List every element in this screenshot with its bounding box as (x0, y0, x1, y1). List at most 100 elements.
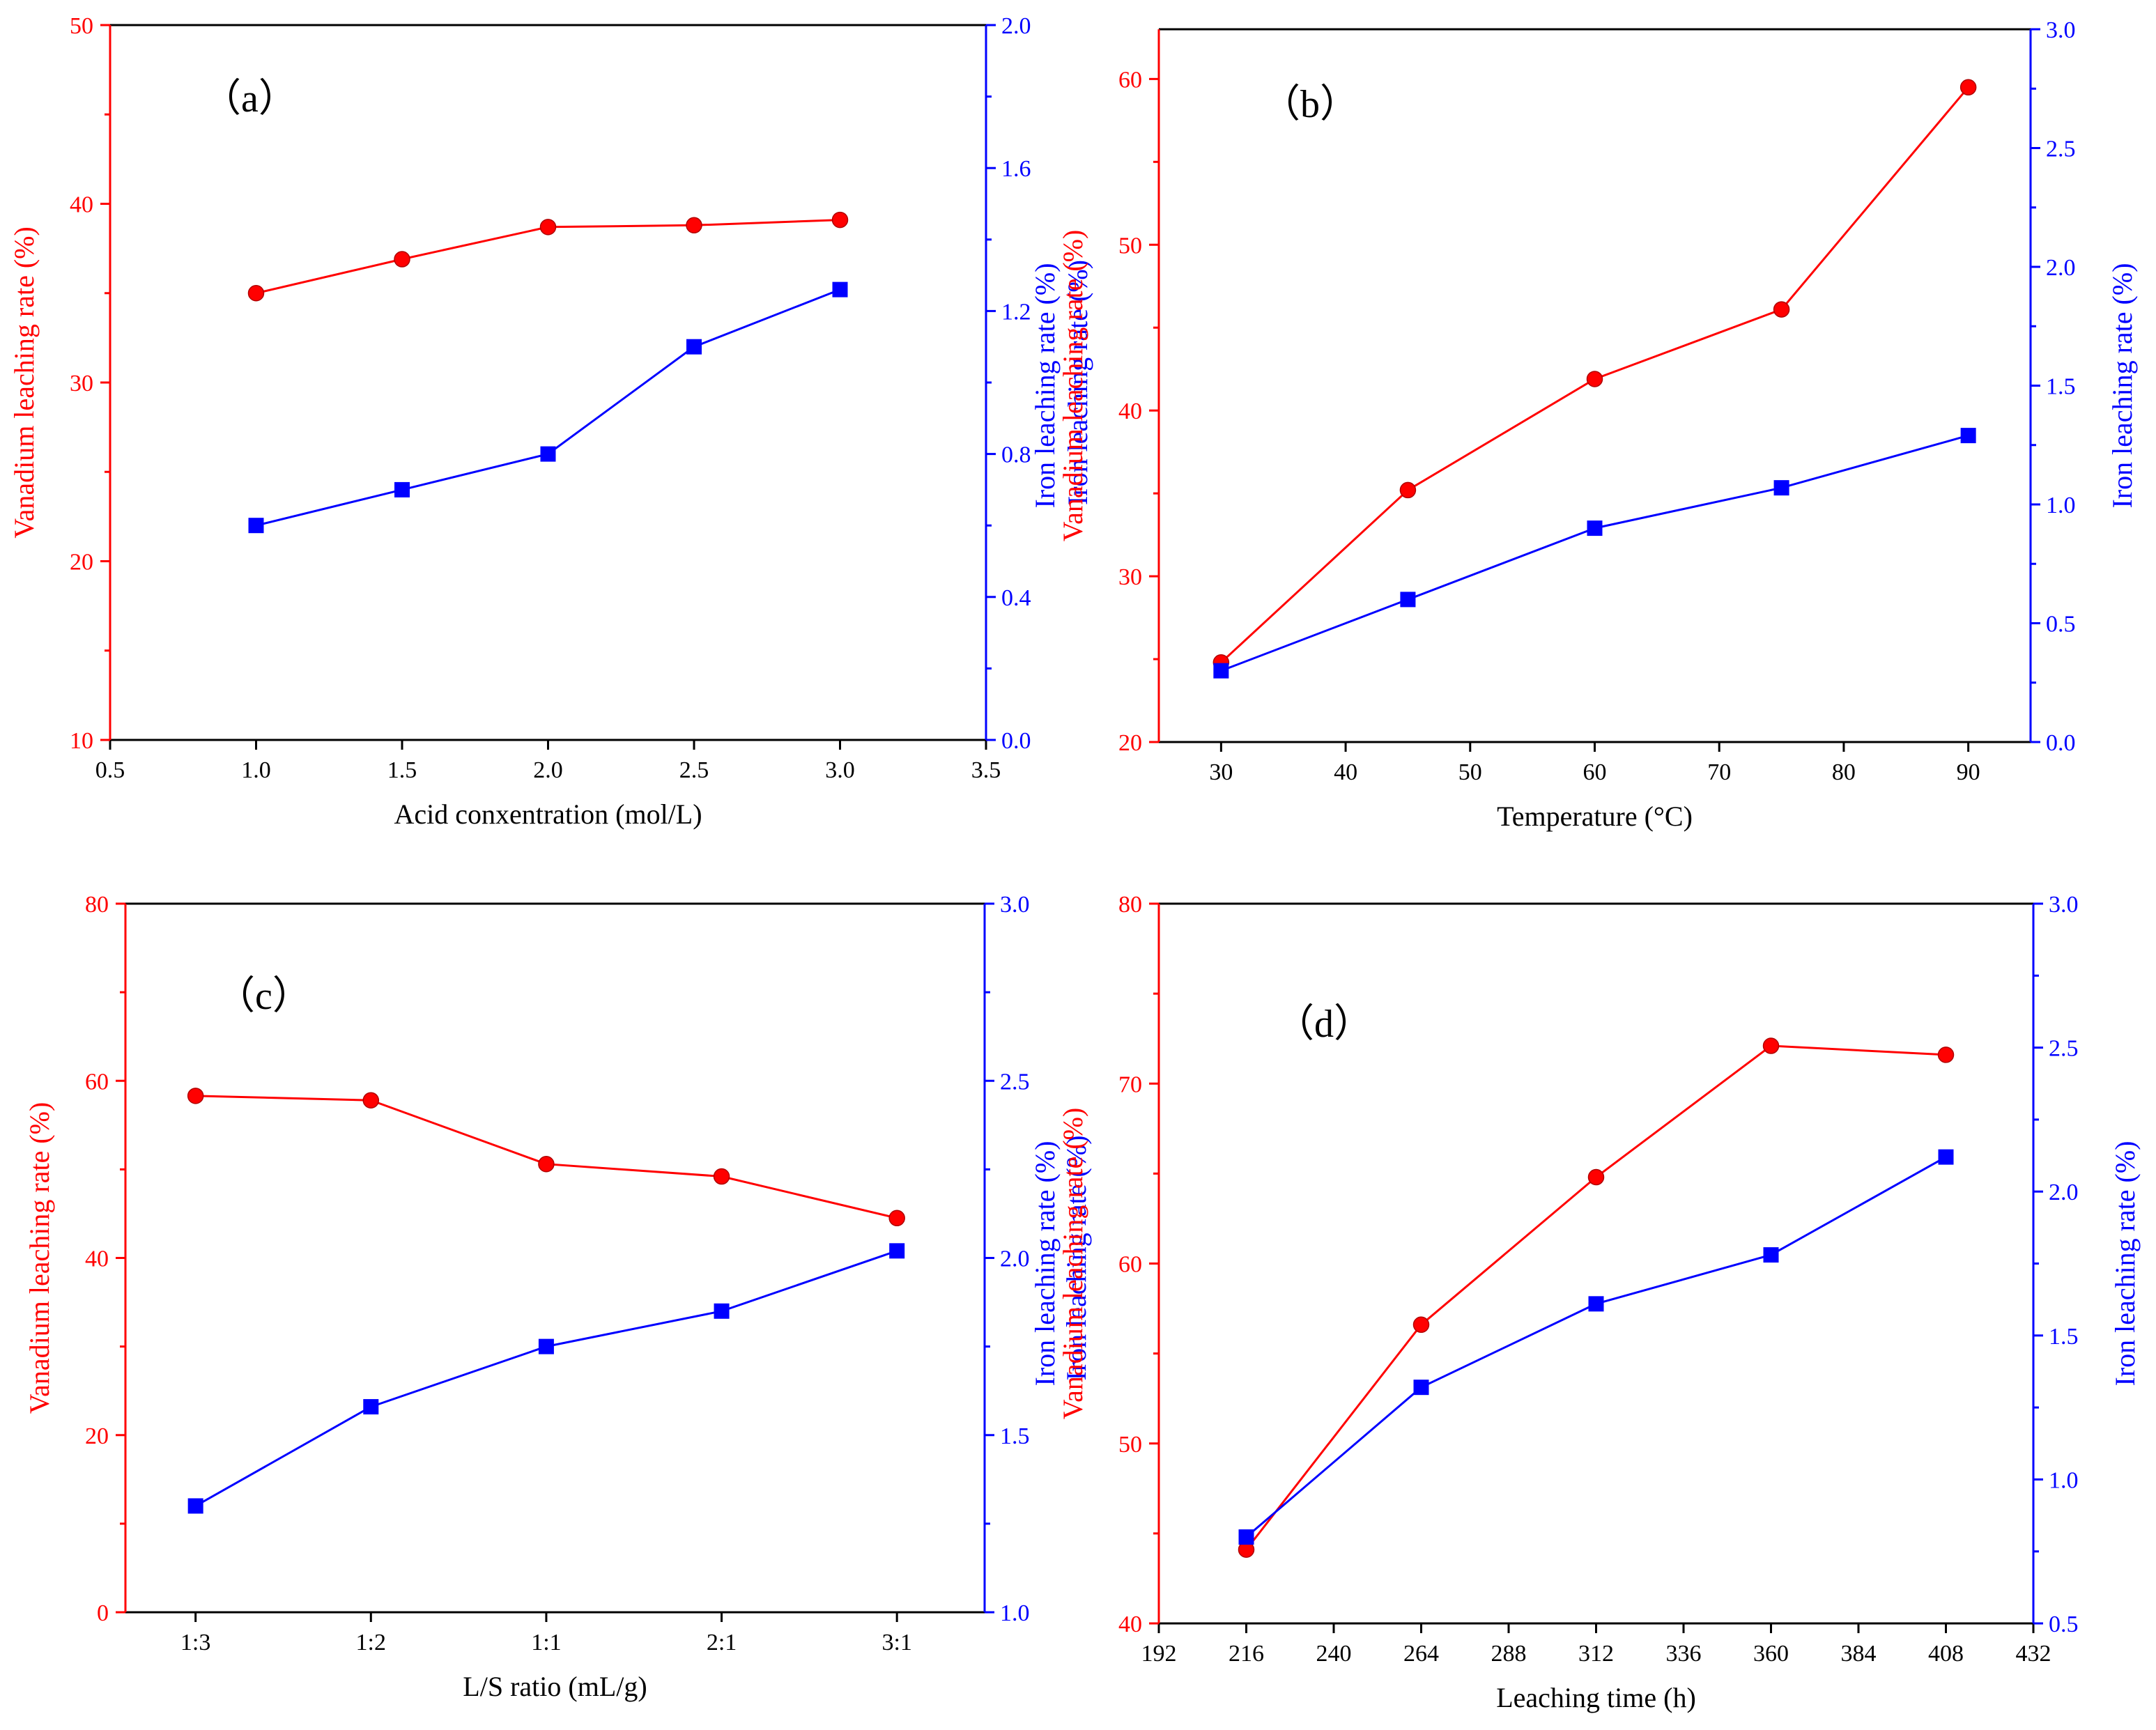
y-right-tick-label: 2.0 (2046, 255, 2076, 281)
panel-label: （a） (202, 77, 298, 121)
y-left-axis-label: Vanadium leaching rate (%) (1057, 1108, 1088, 1420)
vanadium-data-point (1586, 371, 1603, 387)
y-left-tick-label: 70 (1118, 1072, 1142, 1097)
y-extra-axis-label: Iron leaching rate (%) (1029, 1141, 1061, 1386)
x-tick-label: 264 (1403, 1641, 1439, 1667)
y-right-tick-label: 0.8 (1001, 442, 1031, 468)
x-tick-label: 1.0 (241, 757, 271, 783)
iron-series-line (1220, 434, 1969, 672)
y-right-tick-label: 0.0 (1001, 728, 1031, 754)
y-left-tick-label: 20 (70, 550, 93, 576)
y-right-tick-label: 1.5 (2046, 374, 2076, 400)
y-right-tick-label: 2.5 (2046, 137, 2076, 162)
panel-label: （c） (216, 975, 311, 1018)
chart-panel-c: 1:3 1:2 1:1 2:1 3:1 0 20 40 60 80 1.0 1.5 2.0 2.5 3.0 L… (24, 892, 1092, 1702)
x-tick-label: 3.0 (825, 757, 855, 783)
y-right-tick-label: 1.2 (1001, 299, 1031, 325)
y-right-tick-label: 0.0 (2046, 730, 2076, 756)
iron-data-point (1938, 1149, 1954, 1165)
x-tick-label: 1:3 (180, 1630, 210, 1655)
vanadium-data-point (713, 1168, 730, 1185)
y-left-tick-label: 30 (1118, 564, 1142, 590)
x-tick-label: 384 (1841, 1641, 1877, 1667)
panel-label: （b） (1261, 83, 1359, 126)
iron-series-line (1245, 1156, 1947, 1538)
y-right-tick-label: 2.5 (2049, 1036, 2079, 1062)
x-tick-label: 80 (1832, 759, 1856, 785)
iron-data-point (686, 339, 702, 355)
iron-data-point (1588, 1296, 1604, 1312)
y-right-tick-label: 2.0 (2049, 1180, 2079, 1205)
x-tick-label: 360 (1753, 1641, 1789, 1667)
iron-data-point (394, 481, 410, 497)
iron-data-point (1773, 480, 1789, 496)
iron-data-point (540, 446, 556, 462)
x-axis-label: Temperature (°C) (1497, 801, 1693, 832)
chart-panel-a: 0.5 1.0 1.5 2.0 2.5 3.0 3.5 10 20 30 40 50 0.0 0.4 0.8… (8, 13, 1093, 830)
iron-data-point (538, 1338, 554, 1354)
iron-series-line (256, 288, 841, 527)
x-tick-label: 50 (1458, 759, 1482, 785)
y-left-tick-label: 20 (1118, 730, 1142, 756)
x-tick-label: 240 (1316, 1641, 1352, 1667)
x-tick-label: 70 (1707, 759, 1731, 785)
y-right-tick-label: 3.0 (2049, 892, 2079, 918)
vanadium-data-point (1773, 301, 1790, 318)
y-right-tick-label: 0.4 (1001, 585, 1031, 611)
x-tick-label: 0.5 (95, 757, 125, 783)
y-extra-axis-label: Iron leaching rate (%) (1029, 263, 1061, 508)
y-left-axis-label: Vanadium leaching rate (%) (24, 1102, 55, 1414)
vanadium-data-point (1399, 481, 1417, 499)
y-right-tick-label: 0.5 (2046, 612, 2076, 638)
y-right-tick-label: 0.5 (2049, 1612, 2079, 1637)
x-tick-label: 312 (1578, 1641, 1614, 1667)
y-left-tick-label: 10 (70, 728, 93, 754)
iron-data-point (1238, 1529, 1254, 1545)
y-right-tick-label: 1.5 (2049, 1324, 2079, 1350)
vanadium-data-point (538, 1155, 555, 1173)
y-left-tick-label: 50 (1118, 1432, 1142, 1458)
x-tick-label: 30 (1209, 759, 1233, 785)
x-tick-label: 432 (2016, 1641, 2051, 1667)
vanadium-data-point (831, 211, 849, 229)
y-right-tick-label: 1.5 (1000, 1423, 1030, 1449)
x-tick-label: 3:1 (881, 1630, 911, 1655)
chart-panel-b: 30 40 50 60 70 80 90 20 30 40 50 60 0.0 0.5 1.0 1.5 2.0 2… (1029, 17, 2138, 832)
x-tick-label: 40 (1334, 759, 1357, 785)
y-right-tick-label: 3.0 (1000, 892, 1030, 918)
iron-data-point (363, 1399, 379, 1415)
x-tick-label: 1.5 (387, 757, 417, 783)
vanadium-data-point (362, 1092, 380, 1109)
x-tick-label: 2:1 (707, 1630, 737, 1655)
y-left-tick-label: 60 (1118, 1252, 1142, 1278)
x-tick-label: 288 (1491, 1641, 1527, 1667)
y-right-tick-label: 1.6 (1001, 156, 1031, 182)
y-right-axis-label: Iron leaching rate (%) (2107, 263, 2138, 508)
iron-data-point (889, 1243, 905, 1259)
y-left-tick-label: 60 (1118, 67, 1142, 93)
x-tick-label: 216 (1229, 1641, 1264, 1667)
y-right-tick-label: 2.0 (1000, 1246, 1030, 1272)
y-right-tick-label: 1.0 (2049, 1467, 2079, 1493)
y-right-tick-label: 2.5 (1000, 1069, 1030, 1095)
vanadium-data-point (1412, 1316, 1430, 1334)
x-tick-label: 2.0 (533, 757, 563, 783)
y-left-axis-label: Vanadium leaching rate (%) (1057, 230, 1088, 542)
y-left-tick-label: 80 (1118, 892, 1142, 918)
chart-panel-d: 192 216 240 264 288 312 336 360 384 408 432 40 50 60 7… (1029, 892, 2141, 1713)
y-left-tick-label: 80 (85, 892, 109, 918)
y-right-tick-label: 1.0 (1000, 1600, 1030, 1626)
iron-data-point (1400, 592, 1416, 608)
y-left-tick-label: 40 (70, 192, 93, 218)
x-axis-label: Acid conxentration (mol/L) (394, 798, 702, 830)
vanadium-data-point (686, 217, 702, 234)
y-left-tick-label: 50 (1118, 233, 1142, 258)
x-axis-label: L/S ratio (mL/g) (463, 1671, 647, 1702)
y-left-tick-label: 20 (85, 1423, 109, 1449)
vanadium-data-point (1587, 1168, 1605, 1186)
x-tick-label: 3.5 (971, 757, 1001, 783)
x-tick-label: 90 (1957, 759, 1980, 785)
x-tick-label: 408 (1928, 1641, 1964, 1667)
iron-data-point (1587, 520, 1603, 536)
